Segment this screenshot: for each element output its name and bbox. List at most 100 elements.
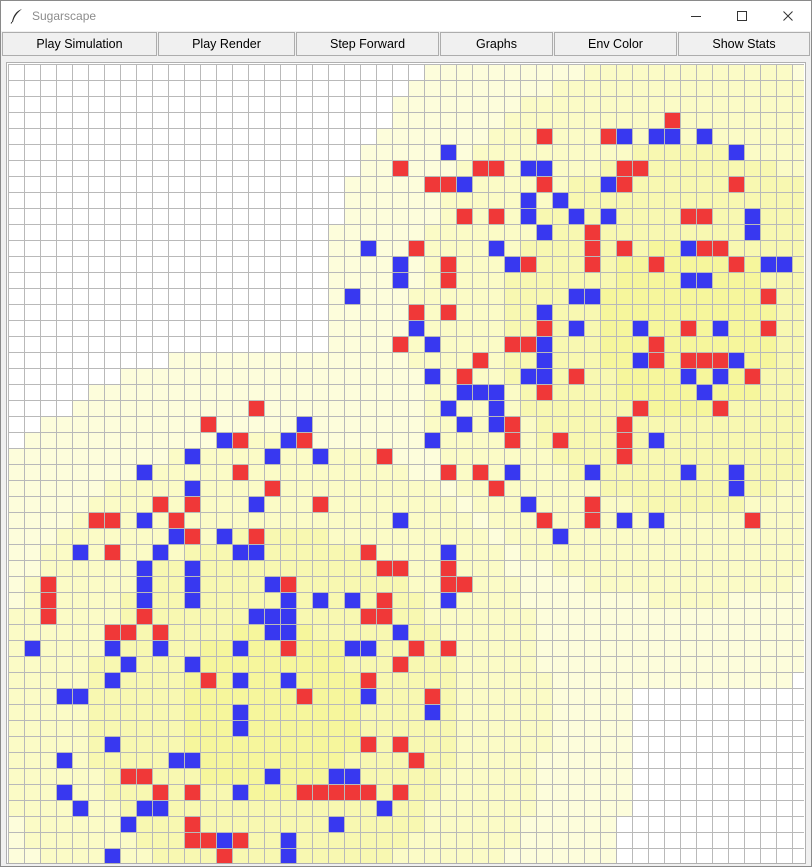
sugar-cell — [536, 208, 552, 224]
agent-blue — [680, 240, 696, 256]
step-forward-button[interactable]: Step Forward — [296, 32, 439, 56]
simulation-canvas[interactable] — [6, 62, 806, 864]
sugar-cell — [392, 128, 408, 144]
agent-blue — [504, 256, 520, 272]
play-render-button[interactable]: Play Render — [158, 32, 295, 56]
sugar-cell — [88, 416, 104, 432]
sugar-cell — [456, 144, 472, 160]
sugarscape-grid[interactable] — [8, 64, 804, 864]
env-color-button[interactable]: Env Color — [554, 32, 677, 56]
show-stats-button[interactable]: Show Stats — [678, 32, 810, 56]
sugar-cell — [504, 656, 520, 672]
sugar-cell — [552, 672, 568, 688]
graphs-button[interactable]: Graphs — [440, 32, 553, 56]
sugar-cell — [536, 496, 552, 512]
sugar-cell — [568, 336, 584, 352]
sugar-cell — [408, 608, 424, 624]
sugar-cell — [728, 672, 744, 688]
sugar-cell — [56, 512, 72, 528]
sugar-cell — [184, 544, 200, 560]
sugar-cell — [360, 448, 376, 464]
sugar-cell — [664, 192, 680, 208]
sugar-cell — [392, 400, 408, 416]
sugar-cell — [504, 448, 520, 464]
sugar-cell — [136, 672, 152, 688]
sugar-cell — [600, 112, 616, 128]
sugar-cell — [600, 800, 616, 816]
agent-blue — [136, 560, 152, 576]
sugar-cell — [360, 304, 376, 320]
agent-blue — [536, 160, 552, 176]
sugar-cell — [600, 368, 616, 384]
sugar-cell — [376, 128, 392, 144]
sugar-cell — [680, 592, 696, 608]
sugar-cell — [744, 624, 760, 640]
sugar-cell — [744, 112, 760, 128]
sugar-cell — [600, 784, 616, 800]
sugar-cell — [744, 496, 760, 512]
sugar-cell — [40, 816, 56, 832]
sugar-cell — [184, 512, 200, 528]
sugar-cell — [760, 464, 776, 480]
sugar-cell — [264, 400, 280, 416]
agent-blue — [376, 800, 392, 816]
sugar-cell — [504, 144, 520, 160]
sugar-cell — [616, 352, 632, 368]
sugar-cell — [120, 384, 136, 400]
sugar-cell — [168, 768, 184, 784]
sugar-cell — [536, 752, 552, 768]
agent-red — [456, 208, 472, 224]
sugar-cell — [616, 192, 632, 208]
agent-red — [472, 160, 488, 176]
sugar-cell — [632, 224, 648, 240]
maximize-button[interactable] — [719, 1, 765, 31]
sugar-cell — [744, 448, 760, 464]
sugar-cell — [328, 352, 344, 368]
sugar-cell — [568, 512, 584, 528]
agent-blue — [248, 496, 264, 512]
sugar-cell — [536, 592, 552, 608]
sugar-cell — [504, 704, 520, 720]
sugar-cell — [776, 432, 792, 448]
sugar-cell — [536, 64, 552, 80]
minimize-button[interactable] — [673, 1, 719, 31]
sugar-cell — [552, 448, 568, 464]
sugar-cell — [376, 656, 392, 672]
sugar-cell — [696, 512, 712, 528]
agent-red — [360, 544, 376, 560]
sugar-cell — [360, 352, 376, 368]
sugar-cell — [104, 464, 120, 480]
sugar-cell — [360, 224, 376, 240]
sugar-cell — [344, 400, 360, 416]
sugar-cell — [440, 224, 456, 240]
sugar-cell — [552, 416, 568, 432]
sugar-cell — [184, 640, 200, 656]
sugar-cell — [680, 304, 696, 320]
title-bar[interactable]: Sugarscape — [1, 1, 811, 31]
sugar-cell — [776, 464, 792, 480]
sugar-cell — [728, 496, 744, 512]
sugar-cell — [520, 384, 536, 400]
sugar-cell — [152, 832, 168, 848]
sugar-cell — [680, 400, 696, 416]
agent-blue — [184, 576, 200, 592]
agent-blue — [440, 144, 456, 160]
sugar-cell — [168, 432, 184, 448]
sugar-cell — [472, 400, 488, 416]
sugar-cell — [504, 208, 520, 224]
sugar-cell — [88, 448, 104, 464]
sugar-cell — [280, 720, 296, 736]
play-simulation-button[interactable]: Play Simulation — [2, 32, 157, 56]
sugar-cell — [568, 640, 584, 656]
agent-red — [392, 784, 408, 800]
sugar-cell — [392, 496, 408, 512]
sugar-cell — [312, 848, 328, 863]
agent-red — [504, 432, 520, 448]
sugar-cell — [72, 464, 88, 480]
agent-red — [184, 528, 200, 544]
sugar-cell — [328, 336, 344, 352]
sugar-cell — [680, 640, 696, 656]
sugar-cell — [472, 432, 488, 448]
close-button[interactable] — [765, 1, 811, 31]
sugar-cell — [504, 848, 520, 863]
